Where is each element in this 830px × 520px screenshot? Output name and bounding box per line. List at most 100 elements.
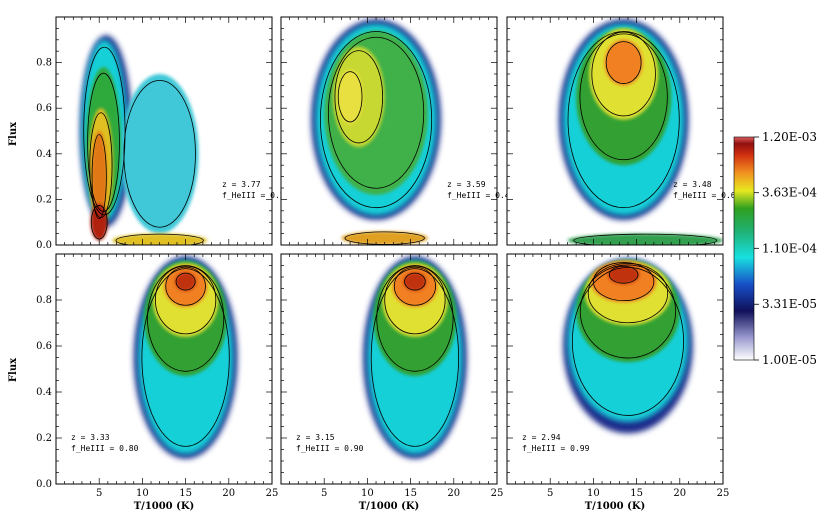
contour-line bbox=[591, 31, 656, 117]
contour-line bbox=[175, 272, 196, 291]
density-region bbox=[120, 74, 199, 234]
contour-line bbox=[608, 265, 639, 284]
contour-line bbox=[404, 272, 426, 291]
contour-line bbox=[319, 31, 433, 209]
panel-redshift-label: z = 3.15 bbox=[296, 433, 335, 442]
density-map bbox=[558, 19, 723, 245]
x-tick-label: 10 bbox=[136, 488, 149, 499]
panel-5: 5 10 15 20 25 z = 3.15 f_HeIII = 0.90 bbox=[280, 253, 504, 499]
x-tick-label: 25 bbox=[717, 488, 730, 499]
contour-line bbox=[593, 262, 655, 302]
contour-line bbox=[370, 268, 460, 447]
colorbar-gradient bbox=[733, 136, 755, 361]
density-region bbox=[403, 272, 427, 291]
y-tick-label: 0.8 bbox=[36, 295, 52, 306]
x-tick-label: 15 bbox=[630, 488, 643, 499]
contour-line bbox=[334, 50, 384, 144]
y-tick-label: 0.0 bbox=[36, 240, 52, 251]
contour-line bbox=[605, 41, 642, 84]
panel-redshift-label: z = 2.94 bbox=[522, 433, 561, 442]
x-tick-label: 15 bbox=[404, 488, 417, 499]
density-map bbox=[563, 258, 693, 434]
panel-redshift-label: z = 3.77 bbox=[222, 180, 261, 189]
panel-fraction-label: f_HeIII = 0.20 bbox=[222, 191, 290, 200]
density-map bbox=[363, 256, 467, 459]
y-tick-label: 0.6 bbox=[36, 103, 52, 114]
panel-fraction-label: f_HeIII = 0.60 bbox=[673, 191, 741, 200]
contour-line bbox=[579, 264, 677, 359]
density-region bbox=[341, 231, 428, 245]
density-map bbox=[80, 35, 208, 245]
contour-line bbox=[154, 265, 217, 335]
x-tick-label: 10 bbox=[587, 488, 600, 499]
density-region bbox=[175, 272, 196, 291]
density-region bbox=[91, 131, 107, 223]
x-tick-label: 25 bbox=[491, 488, 504, 499]
y-tick-label: 0.8 bbox=[36, 58, 52, 69]
contour-line bbox=[165, 266, 206, 306]
colorbar-tick-label: 3.63E-04 bbox=[762, 186, 817, 200]
contour-line bbox=[115, 233, 204, 245]
contour-line bbox=[327, 36, 425, 189]
y-tick-label: 0.0 bbox=[36, 479, 52, 490]
contour-line bbox=[393, 266, 436, 306]
panel-fraction-label: f_HeIII = 0.99 bbox=[522, 444, 590, 453]
x-tick-label: 20 bbox=[447, 488, 460, 499]
density-region bbox=[112, 233, 208, 245]
x-tick-label: 20 bbox=[222, 488, 235, 499]
x-tick-label: 10 bbox=[361, 488, 374, 499]
contour-line bbox=[123, 79, 196, 228]
density-map bbox=[311, 19, 441, 245]
y-tick-label: 0.2 bbox=[36, 433, 52, 444]
panel-6: 5 10 15 20 25 z = 2.94 f_HeIII = 0.99 bbox=[506, 253, 730, 499]
y-tick-label: 0.2 bbox=[36, 194, 52, 205]
x-axis-title-3: T/1000 (K) bbox=[585, 501, 646, 512]
contour-line bbox=[91, 134, 107, 219]
panel-fraction-label: f_HeIII = 0.40 bbox=[447, 191, 515, 200]
contour-line bbox=[376, 265, 454, 372]
density-region bbox=[604, 39, 643, 86]
panel-redshift-label: z = 3.48 bbox=[673, 180, 712, 189]
y-axis-title-bottom: Flux bbox=[8, 357, 19, 382]
panel-fraction-label: f_HeIII = 0.90 bbox=[296, 444, 364, 453]
contour-line bbox=[147, 265, 225, 372]
y-tick-label: 0.4 bbox=[36, 387, 52, 398]
colorbar-tick-label: 3.31E-05 bbox=[762, 297, 817, 311]
density-region bbox=[567, 233, 723, 245]
x-axis-title-1: T/1000 (K) bbox=[134, 501, 195, 512]
contour-line bbox=[337, 71, 363, 123]
density-region bbox=[337, 69, 364, 125]
contour-line bbox=[384, 265, 446, 335]
panel-4: 5 10 15 20 25 0.0 0.2 0.4 0.6 0.8 z = 3.33 f_HeIII … bbox=[36, 253, 279, 499]
contour-line bbox=[571, 266, 685, 416]
colorbar: 1.20E-03 3.63E-04 1.10E-04 3.31E-05 1.00E-05 bbox=[733, 130, 817, 367]
contour-line bbox=[567, 31, 680, 209]
panel-redshift-label: z = 3.59 bbox=[447, 180, 486, 189]
x-tick-label: 25 bbox=[266, 488, 279, 499]
contour-line bbox=[587, 263, 669, 324]
x-tick-label: 5 bbox=[547, 488, 553, 499]
density-region bbox=[608, 265, 640, 284]
x-axis-title-2: T/1000 (K) bbox=[359, 501, 420, 512]
contour-line bbox=[573, 233, 718, 245]
panel-2: z = 3.59 f_HeIII = 0.40 bbox=[280, 16, 515, 246]
colorbar-tick-label: 1.10E-04 bbox=[762, 241, 817, 255]
contour-line bbox=[579, 33, 668, 161]
density-region bbox=[90, 203, 108, 241]
x-tick-label: 15 bbox=[179, 488, 192, 499]
panel-fraction-label: f_HeIII = 0.80 bbox=[71, 444, 139, 453]
y-tick-label: 0.6 bbox=[36, 341, 52, 352]
contour-line bbox=[90, 205, 108, 240]
colorbar-tick-label: 1.20E-03 bbox=[762, 130, 817, 144]
contour-line bbox=[141, 268, 230, 447]
panel-redshift-label: z = 3.33 bbox=[71, 433, 110, 442]
y-axis-title-top: Flux bbox=[8, 121, 19, 146]
density-map bbox=[133, 256, 238, 459]
panel-3: z = 3.48 f_HeIII = 0.60 bbox=[506, 16, 741, 246]
colorbar-tick-label: 1.00E-05 bbox=[762, 353, 817, 367]
x-tick-label: 5 bbox=[321, 488, 327, 499]
x-tick-label: 20 bbox=[673, 488, 686, 499]
x-tick-label: 5 bbox=[96, 488, 102, 499]
y-tick-label: 0.4 bbox=[36, 149, 52, 160]
